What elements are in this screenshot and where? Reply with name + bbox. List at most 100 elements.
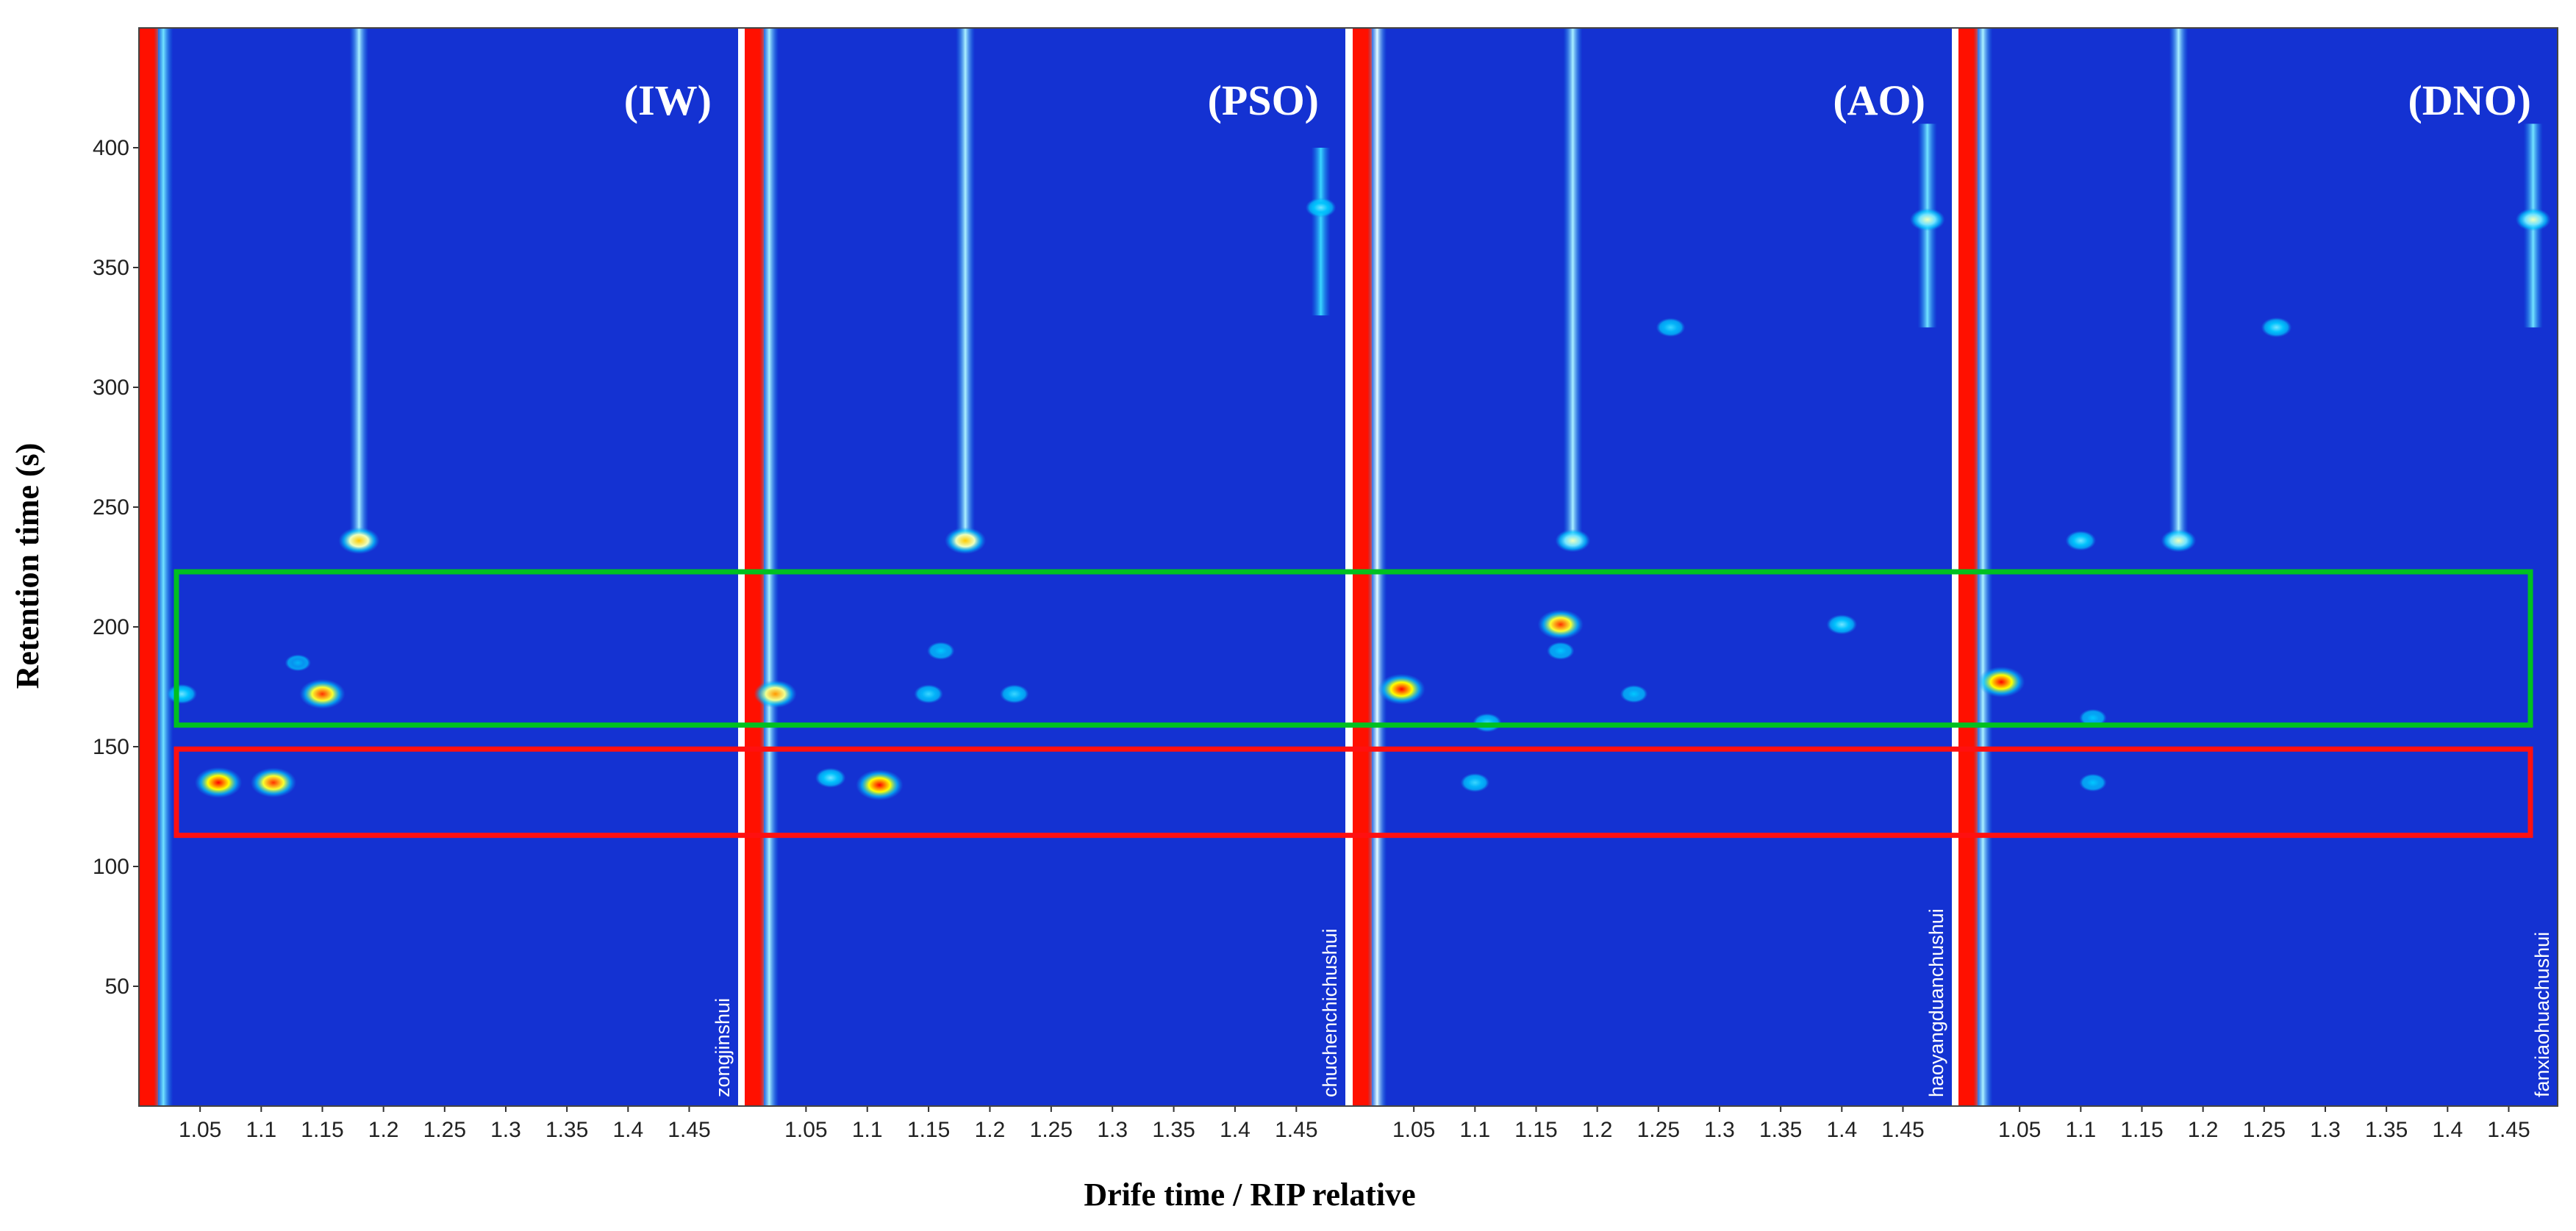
spot — [338, 527, 380, 554]
x-tick-label: 1.05 — [1392, 1118, 1435, 1142]
spot — [1000, 684, 1029, 704]
panel — [1958, 28, 2558, 1106]
x-tick-label: 1.2 — [2188, 1118, 2219, 1142]
x-tick-label: 1.1 — [2065, 1118, 2096, 1142]
spot — [914, 684, 943, 704]
x-tick-label: 1.4 — [1220, 1118, 1251, 1142]
streak — [759, 28, 779, 1106]
x-axis-title: Drife time / RIP relative — [1084, 1177, 1415, 1213]
spot — [2515, 208, 2551, 232]
spot — [1909, 208, 1945, 232]
streak — [1311, 148, 1331, 316]
x-tick-label: 1.4 — [2432, 1118, 2463, 1142]
y-tick-label: 100 — [93, 855, 129, 879]
x-tick-label: 1.25 — [1637, 1118, 1680, 1142]
spot — [1620, 685, 1648, 703]
y-tick-label: 250 — [93, 495, 129, 520]
x-tick-label: 1.35 — [2365, 1118, 2408, 1142]
streak — [956, 28, 976, 541]
y-tick-label: 400 — [93, 136, 129, 160]
x-tick-label: 1.3 — [490, 1118, 521, 1142]
y-tick-label: 300 — [93, 376, 129, 400]
x-tick-label: 1.4 — [612, 1118, 643, 1142]
streak — [349, 28, 369, 541]
spot — [1537, 609, 1584, 640]
sample-name: haoyangduanchushui — [1925, 908, 1947, 1097]
highlight-box — [173, 569, 2533, 728]
plot-frame — [138, 27, 2558, 1107]
panel — [745, 28, 1345, 1106]
spot — [166, 683, 198, 704]
spot — [2161, 529, 2197, 553]
panel-label: (IW) — [624, 76, 712, 124]
x-tick-label: 1.15 — [907, 1118, 950, 1142]
spot — [945, 527, 987, 554]
spot — [1826, 614, 1858, 635]
spot — [1978, 666, 2025, 697]
y-tick-label: 150 — [93, 735, 129, 759]
spot — [2079, 708, 2107, 728]
spot — [815, 767, 846, 788]
x-tick-label: 1.25 — [2243, 1118, 2286, 1142]
x-tick-label: 1.25 — [1030, 1118, 1073, 1142]
x-tick-label: 1.2 — [1582, 1118, 1613, 1142]
x-tick-label: 1.15 — [1514, 1118, 1557, 1142]
x-tick-label: 1.45 — [1275, 1118, 1317, 1142]
sample-name: chuchenchichushui — [1319, 928, 1341, 1097]
spot — [927, 642, 955, 660]
spot — [754, 680, 797, 708]
panel — [139, 28, 738, 1106]
x-tick-label: 1.05 — [1998, 1118, 2041, 1142]
spot — [1305, 197, 1337, 218]
panel-background — [1958, 28, 2558, 1106]
x-tick-label: 1.3 — [1704, 1118, 1735, 1142]
spot — [299, 678, 346, 709]
x-tick-label: 1.25 — [423, 1118, 466, 1142]
spot — [856, 769, 904, 801]
panel — [1353, 28, 1952, 1106]
x-tick-label: 1.1 — [1459, 1118, 1490, 1142]
y-tick-label: 350 — [93, 256, 129, 280]
x-tick-label: 1.15 — [2120, 1118, 2163, 1142]
spot — [1460, 773, 1490, 792]
x-tick-label: 1.45 — [668, 1118, 710, 1142]
spot — [2261, 317, 2292, 338]
x-tick-label: 1.35 — [1152, 1118, 1195, 1142]
x-tick-label: 1.05 — [784, 1118, 827, 1142]
x-tick-label: 1.3 — [1097, 1118, 1128, 1142]
panel-label: (AO) — [1833, 76, 1925, 124]
panel-label: (PSO) — [1208, 76, 1319, 124]
y-tick-label: 50 — [105, 975, 129, 999]
streak — [2169, 28, 2189, 541]
spot — [285, 654, 311, 672]
panel-background — [745, 28, 1345, 1106]
y-axis-title: Retention time (s) — [10, 443, 46, 689]
x-tick-label: 1.2 — [368, 1118, 399, 1142]
streak — [1563, 28, 1583, 541]
spot — [2079, 773, 2107, 792]
x-tick-label: 1.2 — [975, 1118, 1006, 1142]
sample-name: fanxiaohuachushui — [2531, 932, 2553, 1097]
highlight-box — [173, 746, 2533, 839]
x-tick-label: 1.35 — [545, 1118, 588, 1142]
x-tick-label: 1.1 — [246, 1118, 276, 1142]
panel-background — [1353, 28, 1952, 1106]
sample-name: zongjinshui — [712, 998, 734, 1097]
x-tick-label: 1.4 — [1826, 1118, 1857, 1142]
spot — [1378, 673, 1425, 705]
panel-label: (DNO) — [2408, 76, 2531, 124]
x-tick-label: 1.35 — [1759, 1118, 1802, 1142]
spot — [2065, 531, 2097, 551]
spot — [194, 767, 243, 798]
x-tick-label: 1.05 — [179, 1118, 221, 1142]
spot — [250, 767, 297, 798]
x-tick-label: 1.45 — [2487, 1118, 2530, 1142]
spot — [1547, 642, 1575, 660]
x-tick-label: 1.1 — [852, 1118, 883, 1142]
x-tick-label: 1.3 — [2310, 1118, 2341, 1142]
streak — [1973, 28, 1993, 1106]
spot — [1555, 529, 1591, 553]
x-tick-label: 1.45 — [1881, 1118, 1924, 1142]
streak — [154, 28, 173, 1106]
